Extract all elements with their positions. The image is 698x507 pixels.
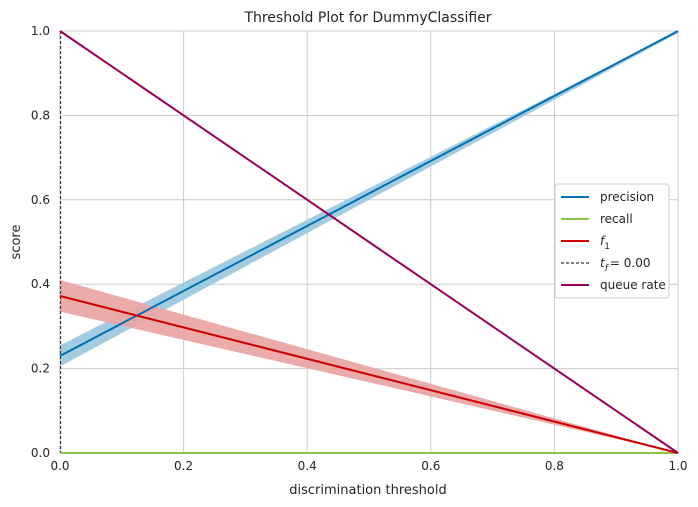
y-tick-label: 0.0 xyxy=(31,446,50,460)
f1-line xyxy=(59,295,679,454)
x-tick-labels: 0.0 0.2 0.4 0.6 0.8 1.0 xyxy=(50,459,687,473)
legend-label: tf = 0.00 xyxy=(600,256,650,274)
f1-band xyxy=(60,279,678,453)
legend-label: f1 xyxy=(600,234,610,252)
y-tick-label: 0.4 xyxy=(31,277,50,291)
x-tick-label: 0.8 xyxy=(545,459,564,473)
y-tick-label: 0.2 xyxy=(31,362,50,376)
y-axis-label: score xyxy=(9,225,24,260)
x-tick-label: 1.0 xyxy=(668,459,687,473)
precision-line xyxy=(59,30,679,357)
y-tick-labels: 0.0 0.2 0.4 0.6 0.8 1.0 xyxy=(31,24,50,460)
confidence-bands xyxy=(60,31,678,453)
legend-label: precision xyxy=(600,190,654,204)
y-tick-label: 0.8 xyxy=(31,108,50,122)
x-tick-label: 0.2 xyxy=(174,459,193,473)
legend-label: queue rate xyxy=(600,278,666,292)
x-tick-label: 0.4 xyxy=(298,459,317,473)
legend: precision recall f1 tf = 0.00 queue rate xyxy=(554,183,670,299)
queue-rate-line xyxy=(59,30,679,454)
legend-label: recall xyxy=(600,212,633,226)
x-tick-label: 0.0 xyxy=(50,459,69,473)
legend-box xyxy=(554,183,670,299)
precision-band xyxy=(60,31,678,367)
series-lines xyxy=(59,30,679,454)
chart-title: Threshold Plot for DummyClassifier xyxy=(243,10,491,26)
x-tick-label: 0.6 xyxy=(421,459,440,473)
y-tick-label: 1.0 xyxy=(31,24,50,38)
y-tick-label: 0.6 xyxy=(31,193,50,207)
x-axis-label: discrimination threshold xyxy=(289,483,446,498)
